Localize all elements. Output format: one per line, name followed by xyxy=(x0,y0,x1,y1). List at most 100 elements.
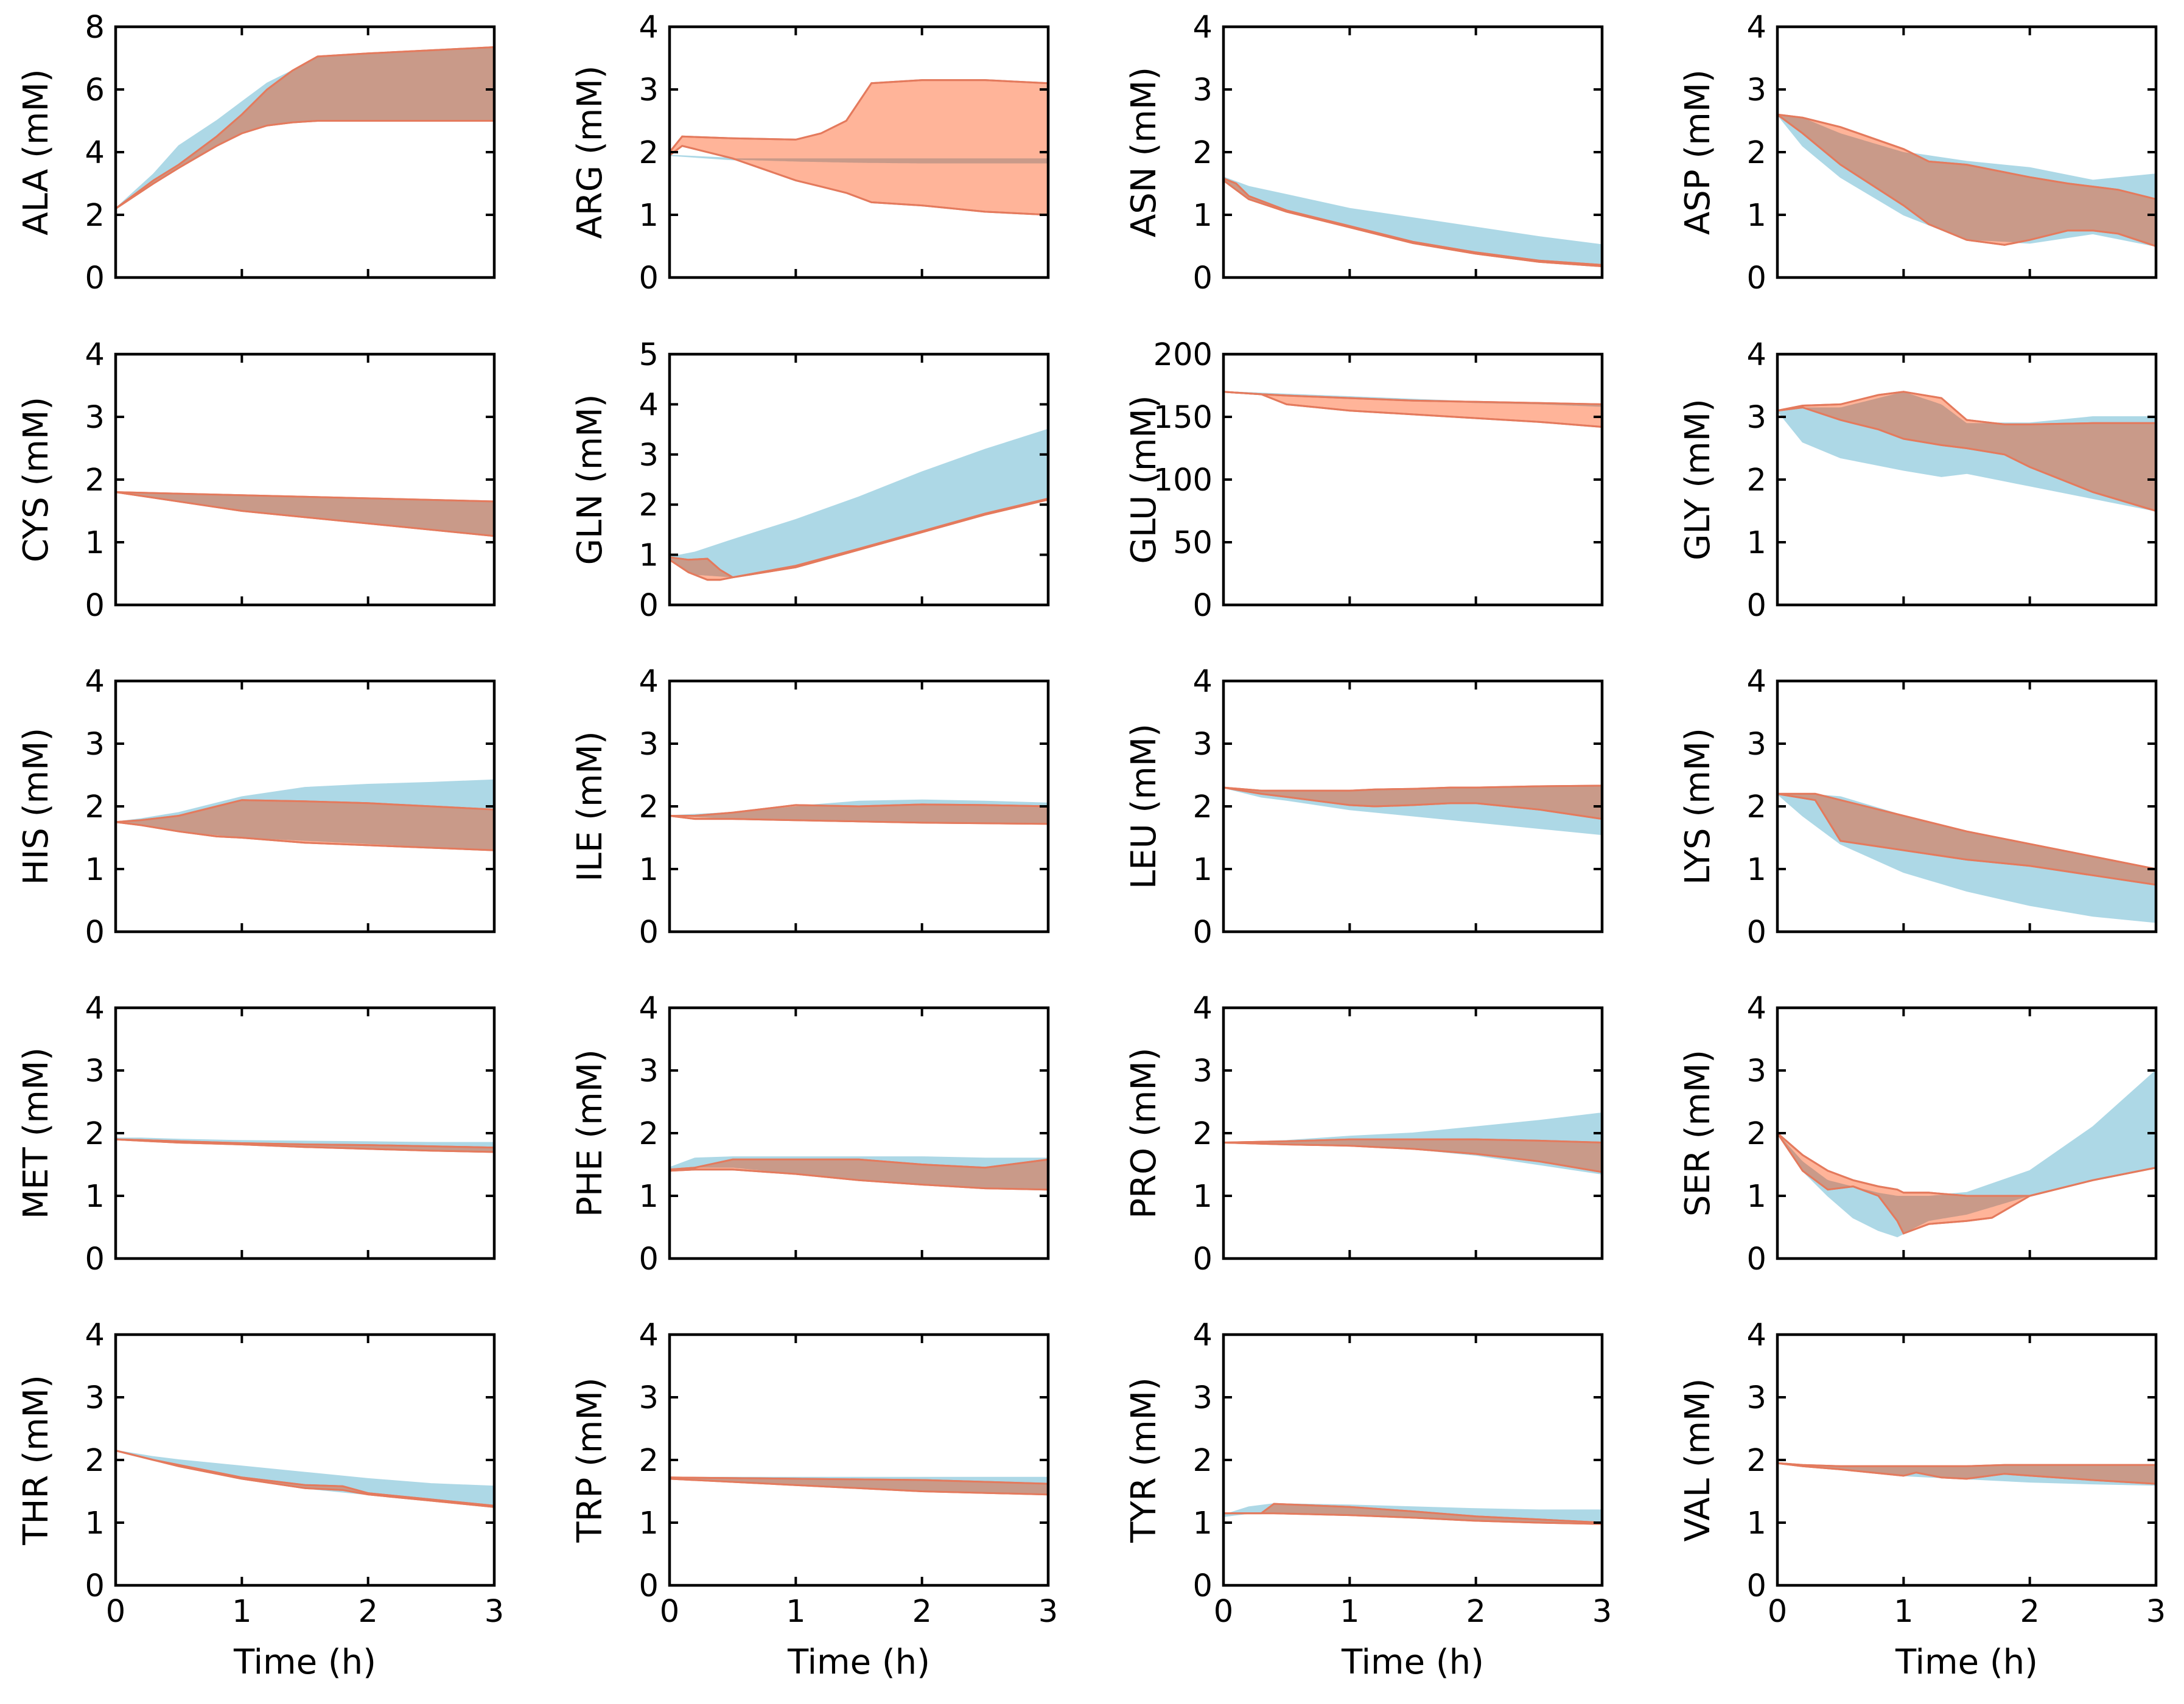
plot-area xyxy=(116,491,494,537)
y-axis-label: PRO (mM) xyxy=(1124,1047,1164,1218)
y-tick-label: 50 xyxy=(1173,525,1213,561)
y-axis-label: LEU (mM) xyxy=(1124,724,1164,889)
y-tick-label: 6 xyxy=(85,72,105,108)
y-tick-label: 3 xyxy=(1193,72,1213,108)
y-tick-label: 4 xyxy=(85,337,105,373)
y-tick-label: 3 xyxy=(1747,1380,1766,1416)
y-tick-label: 3 xyxy=(1747,400,1766,436)
y-tick-label: 0 xyxy=(639,1568,659,1604)
panel-arg: 0 1 2 3 4 ARG (mM) xyxy=(570,10,1050,296)
y-tick-label: 100 xyxy=(1153,463,1213,498)
panel-gly: 0 1 2 3 4 GLY (mM) xyxy=(1678,337,2158,624)
y-tick-label: 3 xyxy=(1747,72,1766,108)
y-tick-label: 3 xyxy=(639,727,659,763)
plot-area xyxy=(1777,792,2156,923)
y-tick-label: 3 xyxy=(85,1380,105,1416)
y-tick-label: 4 xyxy=(1747,337,1766,373)
band-simulated-lower-edge xyxy=(116,1138,494,1153)
y-tick-label: 2 xyxy=(639,1443,659,1479)
plot-area xyxy=(670,799,1048,825)
panel-ile: 0 1 2 3 4 ILE (mM) xyxy=(570,664,1050,951)
band-overlap xyxy=(116,492,494,536)
band-simulated-upper-edge xyxy=(670,79,1048,153)
y-tick-label: 2 xyxy=(85,1443,105,1479)
x-axis-label: Time (h) xyxy=(1341,1643,1484,1682)
y-axis-label: GLY (mM) xyxy=(1678,399,1718,560)
y-tick-label: 3 xyxy=(1193,727,1213,763)
y-tick-label: 1 xyxy=(85,525,105,561)
band-overlap xyxy=(670,146,1048,164)
y-tick-label: 3 xyxy=(639,438,659,473)
y-tick-label: 4 xyxy=(1193,10,1213,46)
y-tick-label: 2 xyxy=(1193,789,1213,825)
band-simulated-lower-edge xyxy=(670,815,1048,825)
y-tick-label: 0 xyxy=(85,260,105,296)
band-measured xyxy=(670,428,1048,578)
y-tick-label: 3 xyxy=(1747,727,1766,763)
x-tick-label: 0 xyxy=(660,1594,679,1630)
band-simulated-upper-edge xyxy=(670,803,1048,817)
y-tick-label: 1 xyxy=(1193,198,1213,234)
y-tick-label: 0 xyxy=(85,915,105,951)
y-tick-label: 2 xyxy=(1747,1443,1766,1479)
y-tick-label: 1 xyxy=(639,852,659,888)
y-tick-label: 4 xyxy=(1193,991,1213,1027)
plot-area xyxy=(1777,391,2156,512)
panel-asn: 0 1 2 3 4 ASN (mM) xyxy=(1124,10,1604,296)
band-simulated-upper-edge xyxy=(670,1476,1048,1485)
band-simulated-lower-edge xyxy=(1223,391,1602,428)
x-tick-label: 3 xyxy=(1038,1594,1058,1630)
panel-asp: 0 1 2 3 4 ASP (mM) xyxy=(1678,10,2158,296)
y-tick-label: 1 xyxy=(639,1506,659,1542)
band-simulated-lower-edge xyxy=(116,1450,494,1508)
band-measured xyxy=(116,1450,494,1508)
band-simulated-lower-edge xyxy=(1777,406,2156,512)
y-tick-label: 2 xyxy=(639,135,659,171)
y-axis-label: VAL (mM) xyxy=(1678,1378,1718,1542)
y-tick-label: 150 xyxy=(1153,400,1213,436)
y-tick-label: 0 xyxy=(1747,915,1766,951)
y-tick-label: 2 xyxy=(1193,1116,1213,1152)
plot-area xyxy=(1223,176,1602,268)
band-simulated-upper-edge xyxy=(1223,1138,1602,1144)
y-axis-label: ASP (mM) xyxy=(1678,69,1718,235)
band-overlap xyxy=(1223,1504,1602,1524)
y-tick-label: 0 xyxy=(1747,1568,1766,1604)
y-tick-label: 0 xyxy=(1193,260,1213,296)
plot-area xyxy=(116,1137,494,1153)
panel-ala: 0 2 4 6 8 ALA (mM) xyxy=(16,10,496,296)
y-tick-label: 3 xyxy=(639,1380,659,1416)
band-overlap xyxy=(1223,786,1602,819)
y-tick-label: 2 xyxy=(1193,1443,1213,1479)
band-simulated-upper-edge xyxy=(1777,113,2156,200)
y-tick-label: 0 xyxy=(85,1568,105,1604)
band-simulated-lower-edge xyxy=(116,120,494,209)
y-tick-label: 2 xyxy=(639,487,659,523)
y-axis-label: GLN (mM) xyxy=(570,394,610,565)
panel-thr: 0 1 2 3 4 0 1 2 3 THR (mM) Time (h) xyxy=(16,1318,504,1682)
axes-frame xyxy=(114,1006,496,1260)
x-tick-label: 2 xyxy=(358,1594,377,1630)
y-tick-label: 0 xyxy=(1747,588,1766,624)
x-axis-label: Time (h) xyxy=(787,1643,930,1682)
y-tick-label: 0 xyxy=(1747,260,1766,296)
y-tick-label: 3 xyxy=(1193,1053,1213,1089)
y-tick-label: 0 xyxy=(639,588,659,624)
panel-leu: 0 1 2 3 4 LEU (mM) xyxy=(1124,664,1604,951)
y-tick-label: 1 xyxy=(1747,1179,1766,1215)
y-tick-label: 1 xyxy=(85,852,105,888)
band-simulated-upper-edge xyxy=(1777,391,2156,425)
y-tick-label: 2 xyxy=(1747,789,1766,825)
axes-frame xyxy=(668,1333,1050,1587)
band-simulated-upper-edge xyxy=(1223,1503,1602,1524)
band-overlap xyxy=(116,800,494,851)
y-tick-label: 2 xyxy=(85,198,105,234)
band-simulated-upper-edge xyxy=(1777,792,2156,870)
x-tick-label: 1 xyxy=(1340,1594,1359,1630)
y-axis-label: LYS (mM) xyxy=(1678,728,1718,885)
band-simulated-lower-edge xyxy=(670,145,1048,216)
band-overlap xyxy=(1777,794,2156,885)
y-tick-label: 4 xyxy=(1747,664,1766,700)
y-axis-label: HIS (mM) xyxy=(16,728,56,885)
plot-area xyxy=(116,779,494,851)
